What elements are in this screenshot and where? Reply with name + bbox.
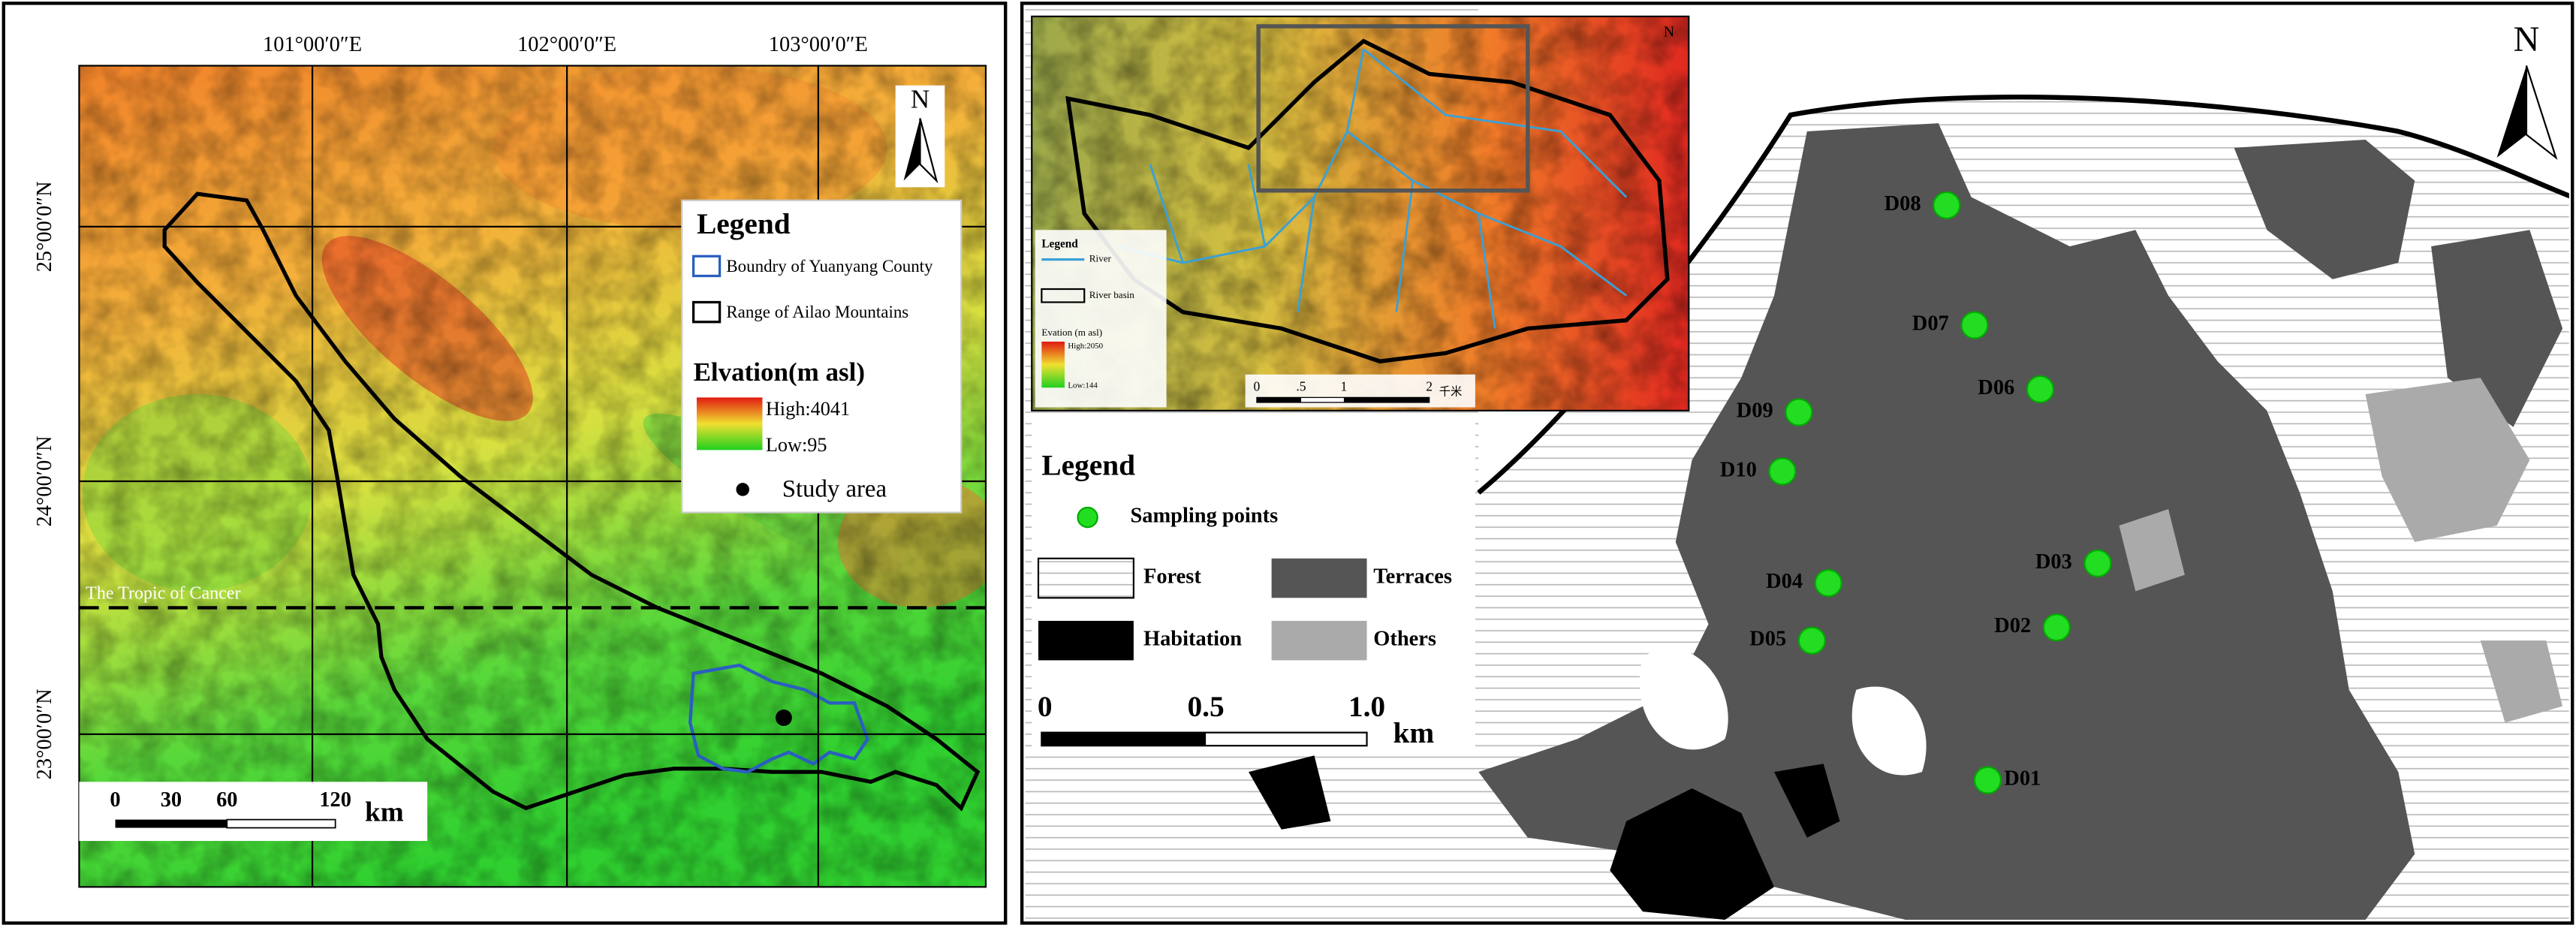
legend-title: Legend	[1041, 449, 1135, 482]
sampling-point	[1933, 191, 1961, 220]
elevation-low: Low:95	[766, 434, 827, 456]
point-label: D04	[1766, 570, 1803, 593]
elevation-title: Elvation(m asl)	[694, 357, 865, 387]
north-label: N	[911, 85, 929, 114]
inset-legend-item: River basin	[1089, 289, 1135, 300]
scale-unit: km	[1393, 716, 1435, 749]
legend-point	[1077, 506, 1098, 529]
legend-item: Sampling points	[1130, 505, 1278, 528]
scale-tick: 60	[216, 788, 237, 812]
point-label: D10	[1720, 458, 1757, 481]
lon-label: 102°00′0″E	[517, 33, 616, 56]
inset-high: High:2050	[1068, 342, 1103, 351]
inset-elev-title: Evation (m asl)	[1041, 327, 1102, 338]
elevation-high: High:4041	[766, 398, 850, 420]
inset-legend-item: River	[1089, 253, 1112, 264]
sampling-point	[1814, 569, 1842, 598]
tropic-label: The Tropic of Cancer	[86, 583, 240, 603]
lon-label: 101°00′0″E	[263, 33, 362, 56]
point-label: D07	[1912, 312, 1949, 336]
legend-item: Others	[1373, 628, 1436, 651]
scale-tick: 0	[1038, 690, 1053, 723]
lon-label: 103°00′0″E	[769, 33, 868, 56]
inset-scale-tick: .5	[1296, 378, 1306, 393]
inset-scale-tick: 1	[1341, 378, 1348, 393]
left-scale	[79, 782, 428, 842]
legend-item: Terraces	[1373, 565, 1452, 589]
north-label: N	[2514, 20, 2540, 59]
inset-scale-tick: 0	[1254, 378, 1261, 393]
study-area-dot	[775, 710, 792, 726]
yuanyang-boundary	[688, 663, 869, 774]
sampling-point	[2042, 613, 2071, 642]
inset-legend-title: Legend	[1041, 237, 1078, 250]
lat-label: 23°00′0″N	[33, 688, 56, 779]
scale-tick: 1.0	[1348, 690, 1385, 723]
scale-tick: 30	[161, 788, 182, 812]
sampling-points: D01 D02 D03 D04 D05 D06 D07 D08 D09 D10	[1720, 191, 2112, 794]
point-label: D09	[1737, 399, 1773, 423]
inset-scale-tick: 2	[1426, 378, 1433, 393]
legend-title: Legend	[697, 207, 791, 240]
legend-item: Boundry of Yuanyang County	[726, 257, 933, 276]
sampling-point	[1797, 626, 1826, 655]
sampling-point	[1960, 311, 1989, 339]
left-legend	[681, 199, 963, 514]
point-label: D06	[1978, 376, 2014, 399]
scale-tick: 120	[319, 788, 351, 812]
sampling-point	[1785, 398, 1813, 426]
lat-label: 25°00′0″N	[33, 181, 56, 272]
inset-map	[1032, 16, 1689, 411]
sampling-point	[2083, 549, 2112, 577]
sampling-point	[1973, 766, 2002, 794]
inset-scale-unit: 千米	[1439, 385, 1463, 398]
inset-low: Low:144	[1068, 381, 1098, 390]
legend-item: Range of Ailao Mountains	[726, 303, 908, 321]
lat-label: 24°00′0″N	[33, 435, 56, 526]
study-area-label: Study area	[782, 476, 887, 503]
legend-item: Habitation	[1143, 628, 1242, 651]
scale-tick: 0.5	[1188, 690, 1225, 723]
sampling-point	[1768, 457, 1797, 486]
inset-north: N	[1664, 23, 1674, 40]
point-label: D05	[1749, 628, 1786, 651]
scale-unit: km	[365, 797, 404, 828]
point-label: D03	[2035, 550, 2072, 574]
point-label: D02	[1994, 614, 2031, 637]
scale-tick: 0	[110, 788, 120, 812]
point-label: D01	[2004, 767, 2041, 791]
ailao-range	[162, 191, 981, 812]
point-label: D08	[1885, 192, 1921, 215]
legend-item: Forest	[1143, 565, 1201, 589]
sampling-point	[2026, 375, 2055, 404]
